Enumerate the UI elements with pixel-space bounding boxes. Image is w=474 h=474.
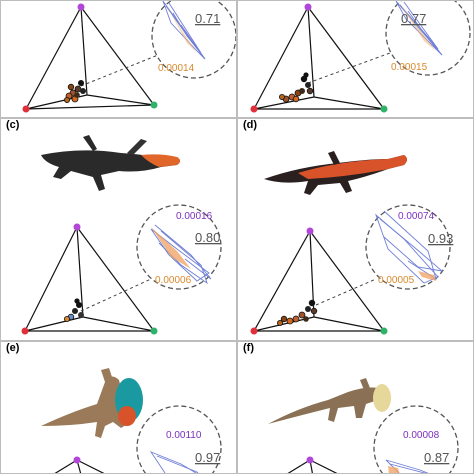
- orange-volume-value: 0.00014: [158, 63, 195, 74]
- overlap-region: [151, 227, 191, 269]
- tetrahedron: [54, 459, 105, 473]
- vertex-right: [380, 105, 388, 113]
- vertex-top: [304, 3, 312, 11]
- overlap-value: 0.71: [195, 11, 220, 26]
- panel-label: (c): [6, 119, 20, 131]
- panel-label: (e): [6, 342, 20, 354]
- color-space-plot: 0.00008 0.87: [268, 378, 459, 473]
- panel-a: 0.71 0.00014: [0, 0, 237, 118]
- purple-volume-value: 0.00008: [403, 430, 440, 441]
- overlap-value: 0.87: [424, 450, 449, 465]
- vertex-left: [250, 327, 258, 335]
- zoom-circle: [136, 204, 222, 290]
- vertex-left: [22, 105, 30, 113]
- lizard-icon: [41, 368, 143, 438]
- point-cluster: [64, 298, 84, 322]
- panel-label: (f): [243, 342, 254, 354]
- purple-volume-value: 0.00110: [166, 430, 202, 441]
- color-space-plot: 0.00110 0.97: [41, 368, 222, 473]
- tetrahedron: [25, 6, 155, 110]
- vertex-top: [73, 456, 81, 464]
- vertex-top: [73, 223, 81, 231]
- purple-volume-value: 0.00074: [398, 211, 435, 222]
- vertex-left: [21, 327, 29, 335]
- tetrahedron: [253, 230, 385, 332]
- color-space-plot: 0.00074 0.93 0.00005: [250, 151, 453, 335]
- point-cluster: [277, 299, 318, 326]
- zoom-circle: [151, 1, 236, 79]
- overlap-region: [418, 271, 436, 281]
- convex-hull: [385, 459, 429, 473]
- orange-volume-value: 0.00005: [378, 275, 415, 286]
- panel-f: (f) 0.00008 0.87: [237, 341, 474, 474]
- color-space-plot: 0.77 0.00015: [250, 1, 471, 113]
- vertex-right: [150, 327, 158, 335]
- overlap-region: [388, 466, 400, 473]
- panel-d: (d): [237, 118, 474, 341]
- zoom-circle: [373, 405, 459, 473]
- panel-c: (c) 0.00016: [0, 118, 237, 341]
- panel-b: 0.77 0.00015: [237, 0, 474, 118]
- point-cluster: [64, 80, 86, 104]
- convex-hull: [162, 1, 206, 60]
- lizard-icon: [268, 378, 391, 424]
- lizard-icon: [264, 151, 407, 195]
- vertex-top: [306, 456, 314, 464]
- convex-hull: [149, 451, 199, 473]
- vertex-right: [150, 101, 158, 109]
- color-space-plot: 0.00016 0.80 0.00006: [21, 135, 222, 335]
- panel-e: (e) 0.00110 0.97: [0, 341, 237, 474]
- vertex-left: [250, 105, 258, 113]
- tetrahedron: [287, 459, 338, 473]
- overlap-value: 0.93: [428, 231, 453, 246]
- convex-hull: [375, 210, 444, 284]
- overlap-value: 0.80: [195, 230, 220, 245]
- convex-hull: [395, 1, 443, 56]
- overlap-value: 0.77: [401, 11, 426, 26]
- point-cluster: [279, 72, 314, 103]
- orange-volume-value: 0.00006: [155, 275, 192, 286]
- tetrahedron: [253, 6, 385, 110]
- vertex-right: [380, 327, 388, 335]
- color-space-plot: 0.71 0.00014: [22, 1, 236, 113]
- panel-label: (d): [243, 119, 258, 131]
- zoom-circle: [365, 204, 451, 290]
- overlap-value: 0.97: [195, 450, 220, 465]
- vertex-top: [77, 3, 85, 11]
- orange-volume-value: 0.00015: [391, 62, 428, 73]
- purple-volume-value: 0.00016: [176, 211, 213, 222]
- vertex-top: [306, 227, 314, 235]
- tetrahedron: [24, 226, 155, 332]
- lizard-icon: [41, 135, 180, 191]
